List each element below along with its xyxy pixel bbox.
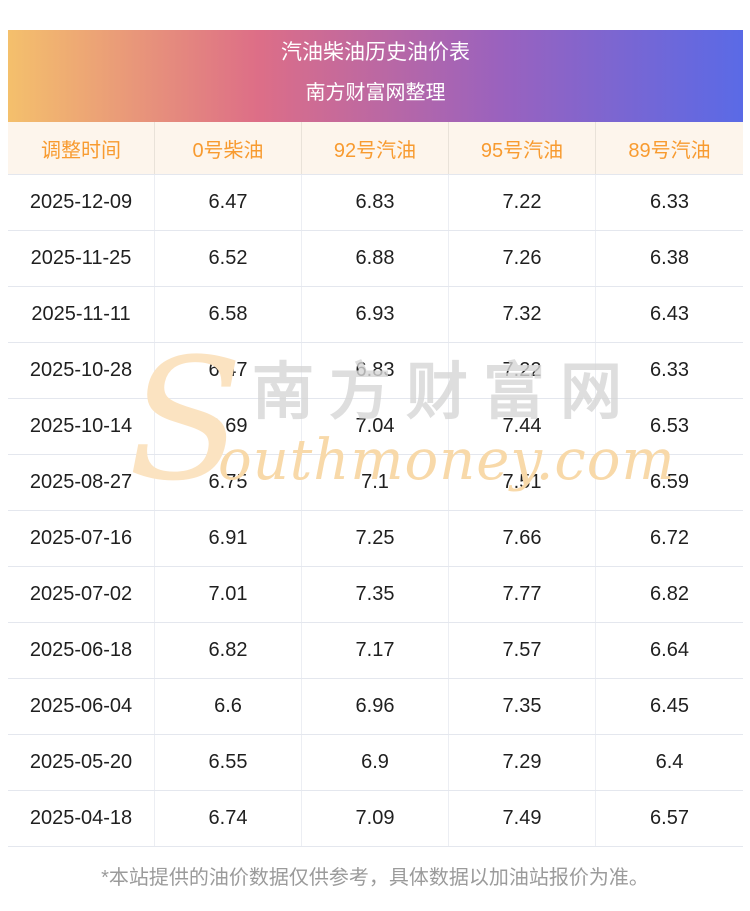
price-cell: 7.22 [449,343,596,398]
price-cell: 6.47 [155,175,302,230]
price-cell: 6.82 [155,623,302,678]
date-cell: 2025-04-18 [8,791,155,846]
price-cell: 6.33 [650,359,689,381]
price-cell: 7.77 [449,567,596,622]
price-cell: 7.1 [302,455,449,510]
price-cell: 7.57 [449,623,596,678]
price-cell: 6.83 [302,175,449,230]
table-row: 2025-10-14 6.69 7.04 7.44 6.53 [8,399,743,455]
price-cell: 6.96 [302,679,449,734]
price-cell: 6.55 [155,735,302,790]
price-cell: 7.09 [302,791,449,846]
price-cell: 6.59 [650,471,689,493]
price-cell: 7.66 [449,511,596,566]
price-cell: 7.29 [449,735,596,790]
price-cell: 7.51 [449,455,596,510]
price-cell: 6.74 [155,791,302,846]
page-title: 汽油柴油历史油价表 [281,41,470,64]
price-cell: 6.52 [155,231,302,286]
date-cell: 2025-12-09 [8,175,155,230]
column-header-1: 0号柴油 [155,122,302,174]
date-cell: 2025-06-04 [8,679,155,734]
price-cell: 7.44 [449,399,596,454]
table-row: 2025-12-09 6.47 6.83 7.22 6.33 [8,175,743,231]
page-subtitle: 南方财富网整理 [305,82,446,104]
price-cell: 6.57 [650,807,689,829]
column-header-0: 调整时间 [8,122,155,174]
date-cell: 2025-11-11 [8,287,155,342]
table-row: 2025-06-04 6.6 6.96 7.35 6.45 [8,679,743,735]
date-cell: 2025-05-20 [8,735,155,790]
column-header-4: 89号汽油 [628,139,711,162]
price-cell: 6.4 [655,751,684,773]
price-cell: 7.25 [302,511,449,566]
date-cell: 2025-07-16 [8,511,155,566]
price-cell: 6.88 [302,231,449,286]
title-banner: 汽油柴油历史油价表 南方财富网整理 [8,30,743,122]
price-cell: 6.69 [155,399,302,454]
column-header-2: 92号汽油 [302,122,449,174]
table-row: 2025-05-20 6.55 6.9 7.29 6.4 [8,735,743,791]
date-cell: 2025-10-14 [8,399,155,454]
table-row: 2025-08-27 6.75 7.1 7.51 6.59 [8,455,743,511]
date-cell: 2025-10-28 [8,343,155,398]
price-cell: 7.35 [302,567,449,622]
table-row: 2025-07-16 6.91 7.25 7.66 6.72 [8,511,743,567]
price-cell: 6.75 [155,455,302,510]
price-cell: 7.22 [449,175,596,230]
date-cell: 2025-08-27 [8,455,155,510]
price-cell: 6.64 [650,639,689,661]
column-header-3: 95号汽油 [449,122,596,174]
price-cell: 6.33 [650,191,689,213]
table-row: 2025-04-18 6.74 7.09 7.49 6.57 [8,791,743,847]
date-cell: 2025-11-25 [8,231,155,286]
table-row: 2025-11-25 6.52 6.88 7.26 6.38 [8,231,743,287]
table-header-row: 调整时间 0号柴油 92号汽油 95号汽油 89号汽油 [8,122,743,175]
price-cell: 6.82 [650,583,689,605]
price-cell: 6.93 [302,287,449,342]
price-cell: 6.47 [155,343,302,398]
price-cell: 7.17 [302,623,449,678]
price-cell: 6.9 [302,735,449,790]
price-cell: 6.83 [302,343,449,398]
price-cell: 6.91 [155,511,302,566]
price-cell: 7.26 [449,231,596,286]
price-cell: 7.35 [449,679,596,734]
table-body: 2025-12-09 6.47 6.83 7.22 6.33 2025-11-25 6.52… [8,175,743,847]
table-row: 2025-10-28 6.47 6.83 7.22 6.33 [8,343,743,399]
date-cell: 2025-07-02 [8,567,155,622]
table-row: 2025-07-02 7.01 7.35 7.77 6.82 [8,567,743,623]
price-cell: 6.72 [650,527,689,549]
price-cell: 7.32 [449,287,596,342]
price-cell: 6.45 [650,695,689,717]
price-cell: 6.58 [155,287,302,342]
price-cell: 7.04 [302,399,449,454]
date-cell: 2025-06-18 [8,623,155,678]
footer-note: *本站提供的油价数据仅供参考，具体数据以加油站报价为准。 [101,867,649,889]
price-cell: 6.38 [650,247,689,269]
table-row: 2025-11-11 6.58 6.93 7.32 6.43 [8,287,743,343]
oil-price-table: 调整时间 0号柴油 92号汽油 95号汽油 89号汽油 2025-12-09 6.47 6.… [8,122,743,847]
price-cell: 6.6 [155,679,302,734]
table-row: 2025-06-18 6.82 7.17 7.57 6.64 [8,623,743,679]
price-cell: 6.43 [650,303,689,325]
price-cell: 7.01 [155,567,302,622]
price-cell: 6.53 [650,415,689,437]
price-cell: 7.49 [449,791,596,846]
